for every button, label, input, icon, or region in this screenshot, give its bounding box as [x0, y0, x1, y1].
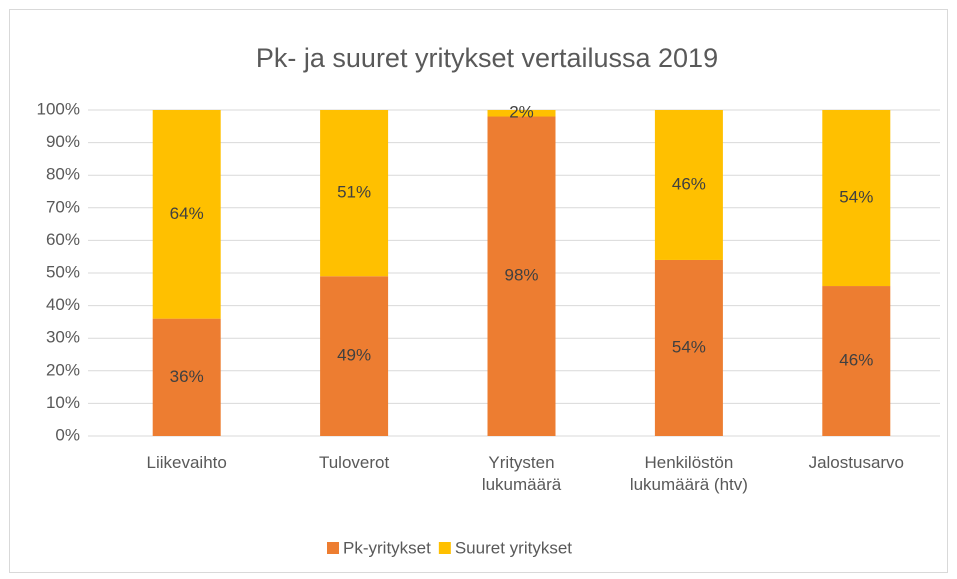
bar-segment — [152, 318, 221, 436]
y-tick-label: 0% — [55, 425, 80, 444]
y-tick-label: 100% — [37, 99, 80, 118]
y-tick-label: 70% — [46, 197, 80, 216]
y-tick-label: 80% — [46, 165, 80, 184]
bar-segment — [822, 110, 891, 287]
bar-segment — [654, 110, 723, 260]
x-tick-label-box: Henkilöstön lukumäärä (htv) — [629, 453, 748, 494]
bar-segment — [320, 110, 389, 277]
data-label: 2% — [509, 103, 534, 122]
x-tick-label-box: Yritysten lukumäärä — [481, 453, 562, 494]
y-tick-label: 50% — [46, 262, 80, 281]
x-tick-label-box: Tuloverot — [318, 453, 390, 472]
data-label: 46% — [672, 174, 706, 193]
x-tick-label-box: Liikevaihto — [146, 453, 227, 472]
legend-swatch — [327, 542, 339, 554]
bar-segment — [822, 286, 891, 436]
data-label: 98% — [504, 266, 538, 285]
legend-swatch — [438, 542, 451, 554]
y-tick-label: 10% — [46, 393, 80, 412]
data-label: 36% — [170, 367, 204, 386]
bar-segment — [320, 276, 389, 436]
legend-label: Pk-yritykset — [343, 538, 431, 557]
y-tick-label: 90% — [46, 132, 80, 151]
data-label: 54% — [839, 188, 873, 207]
x-tick-label: Yritysten lukumäärä — [481, 453, 562, 494]
y-tick-label: 30% — [46, 328, 80, 347]
y-tick-label: 60% — [46, 230, 80, 249]
bar-segment — [654, 259, 723, 436]
chart-title: Pk- ja suuret yritykset vertailussa 2019 — [256, 43, 718, 73]
bar-segment — [487, 116, 556, 437]
x-tick-label: Jalostusarvo — [808, 453, 905, 472]
data-label: 46% — [839, 351, 873, 370]
x-tick-label: Henkilöstön lukumäärä (htv) — [629, 453, 748, 494]
x-tick-label-box: Jalostusarvo — [808, 453, 905, 472]
y-tick-label: 20% — [46, 360, 80, 379]
data-label: 51% — [337, 183, 371, 202]
bar-segment — [152, 110, 221, 319]
y-tick-label: 40% — [46, 295, 80, 314]
data-label: 54% — [672, 337, 706, 356]
data-label: 49% — [337, 346, 371, 365]
data-label: 64% — [170, 204, 204, 223]
legend-label: Suuret yritykset — [455, 538, 572, 557]
x-tick-label: Liikevaihto — [146, 453, 227, 472]
bar-segment — [487, 110, 556, 117]
x-tick-label: Tuloverot — [318, 453, 390, 472]
